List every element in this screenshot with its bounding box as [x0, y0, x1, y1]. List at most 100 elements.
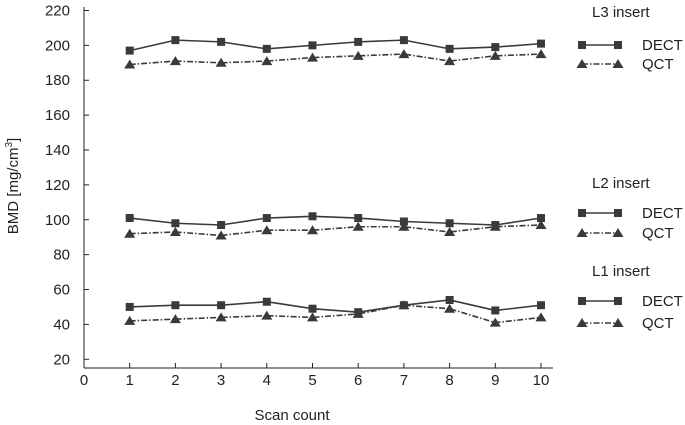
data-point-square: [171, 301, 180, 310]
data-point-square: [354, 214, 363, 223]
y-tick-label: 60: [53, 282, 70, 299]
data-point-triangle: [261, 225, 273, 235]
series-2-0: [125, 295, 545, 317]
data-point-triangle: [169, 314, 181, 324]
data-point-triangle: [124, 315, 136, 325]
data-point-square: [399, 36, 408, 45]
legend-marker: [612, 228, 624, 237]
data-point-square: [308, 212, 317, 221]
series-1-0: [125, 212, 545, 229]
series-line-square: [129, 215, 542, 226]
legend-marker: [576, 228, 588, 237]
y-tick-label: 220: [45, 2, 70, 19]
legend-group-title: L1 insert: [592, 263, 650, 280]
legend-label: QCT: [642, 56, 674, 73]
data-point-square: [308, 41, 317, 50]
legend-marker: [578, 209, 586, 217]
data-point-triangle: [489, 221, 501, 231]
legend-marker: [612, 59, 624, 68]
legend-marker: [578, 41, 586, 49]
data-point-triangle: [489, 317, 501, 327]
data-point-square: [537, 301, 545, 310]
data-point-square: [125, 302, 134, 311]
y-axis-label-main: BMD [mg/cm: [5, 148, 22, 235]
x-tick-label: 0: [80, 372, 88, 389]
data-point-triangle: [261, 56, 273, 66]
legend-marker: [614, 209, 622, 217]
data-point-triangle: [215, 230, 227, 240]
y-tick-label: 160: [45, 107, 70, 124]
series-line-triangle: [129, 53, 542, 66]
data-point-triangle: [307, 225, 318, 235]
data-point-triangle: [535, 312, 547, 322]
legend-label: DECT: [642, 205, 683, 222]
series-line-triangle: [129, 304, 542, 324]
series-line-square: [129, 39, 542, 52]
legend-marker: [614, 297, 622, 305]
data-point-triangle: [489, 50, 501, 60]
series-1-1: [124, 219, 547, 240]
series-layer: [124, 36, 547, 327]
data-point-triangle: [215, 312, 227, 322]
data-point-triangle: [307, 52, 318, 62]
y-tick-label: 100: [45, 212, 70, 229]
y-axis-label-end: ]: [5, 138, 22, 142]
series-2-1: [124, 300, 547, 327]
legend-label: QCT: [642, 225, 674, 242]
data-point-square: [171, 36, 180, 45]
legend-group-title: L3 insert: [592, 4, 650, 21]
y-axis-label-superscript: 3: [4, 142, 15, 148]
y-tick-label: 40: [53, 316, 70, 333]
data-point-triangle: [215, 57, 227, 67]
data-point-triangle: [169, 56, 181, 66]
data-point-square: [399, 217, 408, 226]
data-point-triangle: [444, 56, 456, 66]
series-line-square: [129, 299, 542, 313]
data-point-triangle: [352, 221, 364, 231]
tick-marks: 20 40 60 80 100 120 140 160 180 200 220 0 1 2 3 4 5 6 7 8 9 1…: [45, 2, 549, 389]
x-tick-label: 2: [171, 372, 179, 389]
data-point-square: [262, 214, 271, 223]
data-point-triangle: [352, 308, 364, 318]
data-point-square: [354, 37, 363, 46]
data-point-triangle: [444, 303, 456, 313]
legend-label: DECT: [642, 293, 683, 310]
data-point-square: [217, 220, 226, 229]
x-tick-label: 3: [217, 372, 225, 389]
data-point-triangle: [352, 50, 364, 60]
x-tick-label: 10: [533, 372, 550, 389]
legend-marker: [576, 59, 588, 68]
y-tick-label: 80: [53, 247, 70, 264]
data-point-square: [125, 46, 134, 55]
data-point-triangle: [307, 312, 318, 322]
axes: [83, 7, 553, 369]
series-line-triangle: [129, 224, 542, 237]
series-0-1: [124, 49, 547, 69]
data-point-triangle: [398, 221, 410, 231]
data-point-square: [491, 43, 500, 52]
y-tick-label: 120: [45, 177, 70, 194]
data-point-square: [445, 295, 454, 304]
x-tick-label: 4: [263, 372, 271, 389]
x-tick-label: 1: [126, 372, 134, 389]
y-tick-label: 140: [45, 142, 70, 159]
data-point-square: [537, 39, 545, 48]
data-point-triangle: [398, 300, 410, 310]
data-point-square: [491, 306, 500, 315]
y-tick-label: 200: [45, 37, 70, 54]
data-point-triangle: [535, 49, 547, 59]
data-point-square: [217, 37, 226, 46]
legend-marker: [612, 318, 624, 327]
y-tick-label: 180: [45, 72, 70, 89]
data-point-square: [537, 214, 545, 223]
data-point-square: [262, 44, 271, 53]
data-point-triangle: [124, 59, 136, 69]
x-tick-label: 6: [354, 372, 362, 389]
x-tick-label: 7: [400, 372, 408, 389]
data-point-square: [445, 44, 454, 53]
data-point-square: [125, 214, 134, 223]
legend-group-title: L2 insert: [592, 175, 650, 192]
data-point-triangle: [261, 310, 273, 320]
y-tick-label: 20: [53, 351, 70, 368]
